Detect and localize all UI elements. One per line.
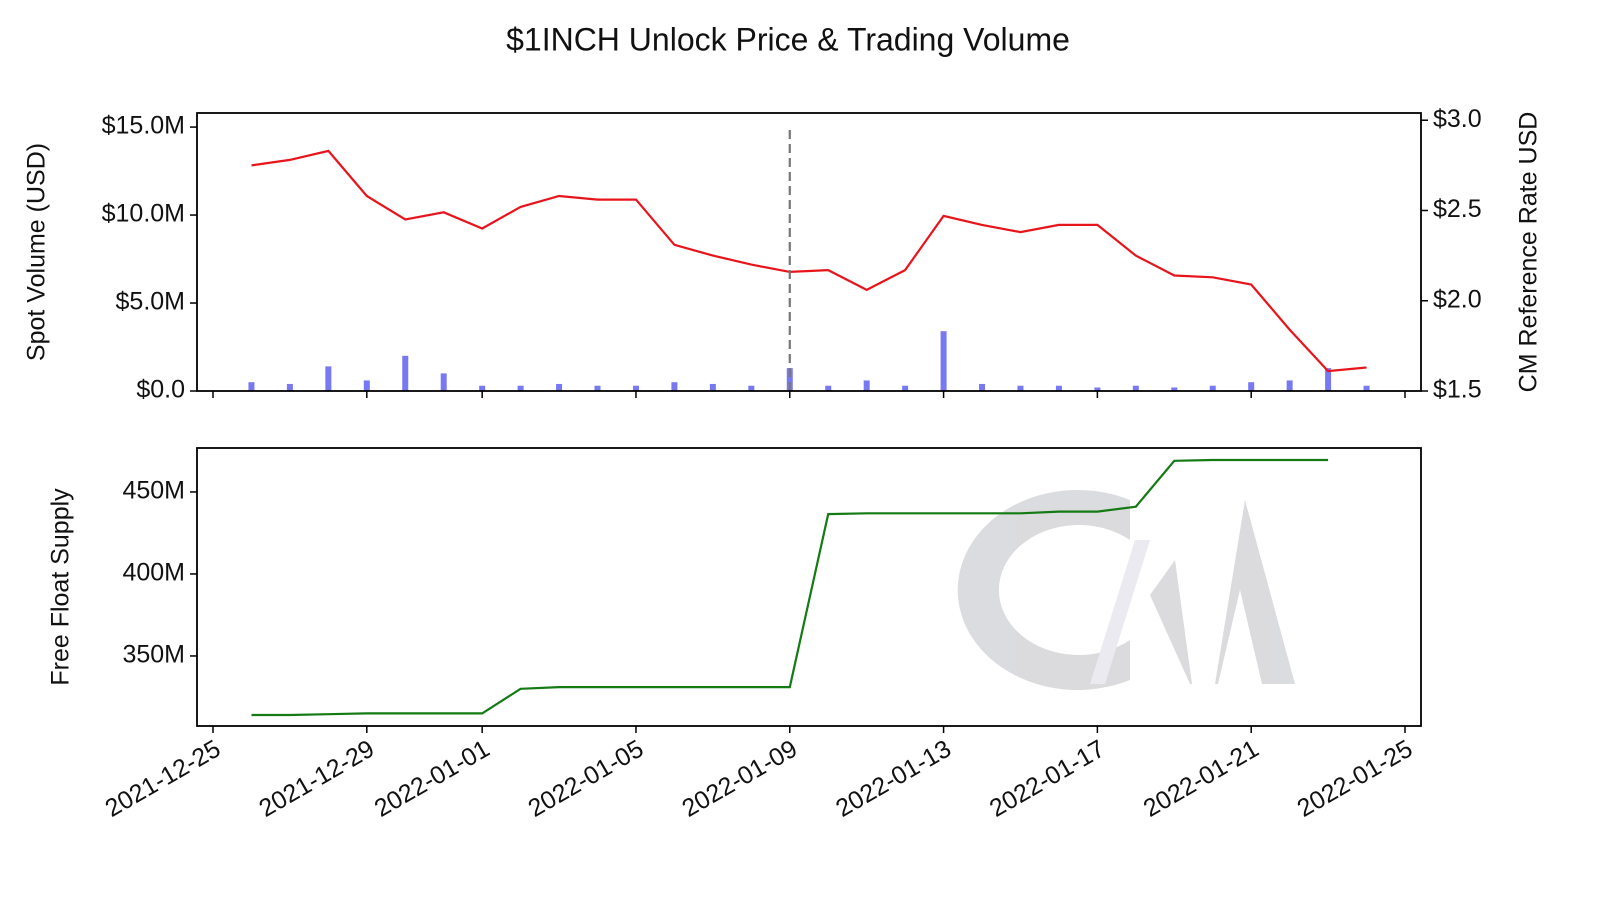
bar <box>902 385 909 391</box>
y2-axis-label: CM Reference Rate USD <box>1515 112 1543 393</box>
line <box>251 149 1367 373</box>
y2-tick-label: $3.0 <box>1433 105 1482 133</box>
y2-tick-label: $1.5 <box>1433 376 1482 404</box>
bar <box>671 382 678 391</box>
y-tick-label: $5.0M <box>116 288 185 316</box>
y-tick-label: $10.0M <box>102 200 185 228</box>
watermark-m <box>1150 500 1295 684</box>
bar <box>786 368 793 391</box>
bar <box>325 366 332 391</box>
bar <box>979 383 986 391</box>
bar <box>709 383 716 391</box>
bar <box>1055 385 1062 391</box>
y-axis-label: Free Float Supply <box>47 488 75 686</box>
y-tick-label: $15.0M <box>102 112 185 140</box>
y-tick-label: 350M <box>122 641 185 669</box>
y2-tick-label: $2.5 <box>1433 195 1482 223</box>
x-tick-label: 2022-01-05 <box>524 735 649 823</box>
bar <box>1094 387 1101 391</box>
bar <box>940 331 947 391</box>
bar <box>479 385 486 391</box>
bar <box>1209 385 1216 391</box>
watermark <box>957 489 1295 691</box>
watermark-c <box>957 489 1130 691</box>
bar <box>286 383 293 391</box>
x-tick-label: 2022-01-17 <box>985 735 1110 823</box>
bar <box>1017 385 1024 391</box>
y-tick-label: $0.0 <box>136 376 185 404</box>
bar <box>1325 368 1332 391</box>
bar <box>1286 380 1293 391</box>
bar <box>748 385 755 391</box>
bar <box>248 382 255 391</box>
line <box>251 458 1329 717</box>
x-tick-label: 2021-12-25 <box>101 735 226 823</box>
plot-frame <box>196 112 1422 392</box>
x-tick-label: 2022-01-01 <box>370 735 495 823</box>
bar <box>1171 387 1178 391</box>
bar <box>632 385 639 391</box>
bar <box>517 385 524 391</box>
bar <box>1248 382 1255 391</box>
y-tick-label: 450M <box>122 477 185 505</box>
bar <box>1363 385 1370 391</box>
bar <box>363 380 370 391</box>
y-axis-label: Spot Volume (USD) <box>23 143 51 361</box>
x-tick-label: 2022-01-21 <box>1139 735 1264 823</box>
bar <box>402 355 409 391</box>
bar <box>863 380 870 391</box>
y2-tick-label: $2.0 <box>1433 285 1482 313</box>
x-tick-label: 2022-01-09 <box>677 735 802 823</box>
y-tick-label: 400M <box>122 559 185 587</box>
x-tick-label: 2022-01-25 <box>1293 735 1418 823</box>
plot-frame <box>196 447 1422 727</box>
chart-title: $1INCH Unlock Price & Trading Volume <box>506 21 1070 57</box>
bar <box>440 373 447 391</box>
bar <box>825 385 832 391</box>
bar <box>594 385 601 391</box>
x-tick-label: 2022-01-13 <box>831 735 956 823</box>
bar <box>556 383 563 391</box>
x-tick-label: 2021-12-29 <box>254 735 379 823</box>
watermark-m <box>1090 540 1150 684</box>
bar <box>1132 385 1139 391</box>
